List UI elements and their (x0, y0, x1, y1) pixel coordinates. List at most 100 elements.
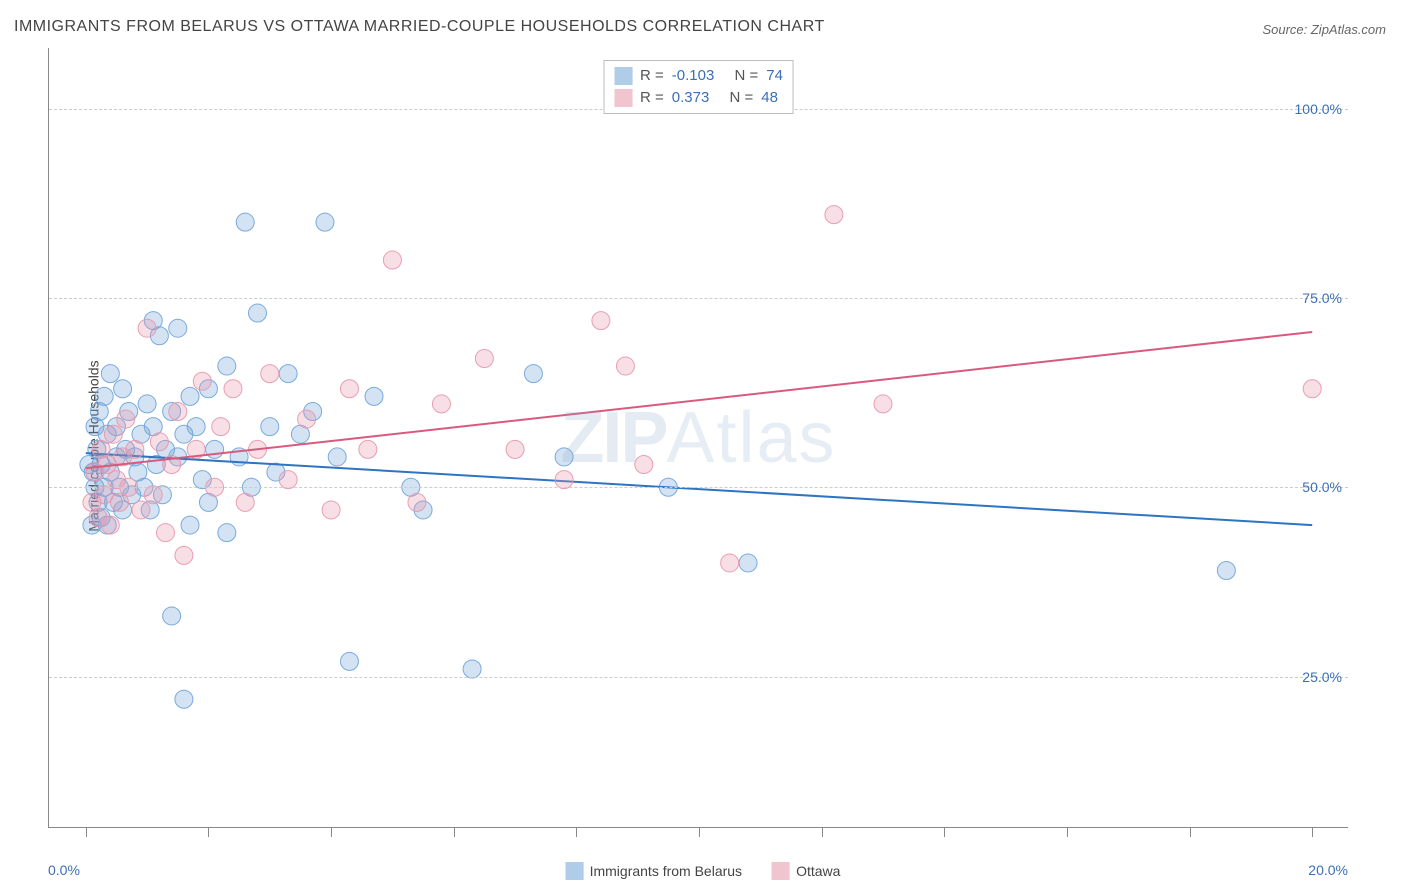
scatter-point-ottawa (322, 501, 340, 519)
x-axis-max-label: 20.0% (1308, 862, 1348, 878)
scatter-point-belarus (524, 365, 542, 383)
scatter-point-ottawa (117, 410, 135, 428)
scatter-point-belarus (218, 357, 236, 375)
scatter-point-belarus (187, 418, 205, 436)
scatter-point-belarus (340, 652, 358, 670)
legend-item-belarus: Immigrants from Belarus (566, 862, 742, 880)
plot-svg (49, 48, 1349, 828)
x-tick (576, 827, 577, 837)
scatter-point-ottawa (616, 357, 634, 375)
legend-swatch-belarus (614, 67, 632, 85)
scatter-point-belarus (169, 319, 187, 337)
scatter-point-belarus (261, 418, 279, 436)
scatter-point-ottawa (592, 312, 610, 330)
trendline-belarus (86, 453, 1312, 525)
x-tick (1312, 827, 1313, 837)
legend-label-belarus: Immigrants from Belarus (590, 863, 742, 879)
scatter-point-ottawa (261, 365, 279, 383)
legend-label-ottawa: Ottawa (796, 863, 840, 879)
x-tick (699, 827, 700, 837)
scatter-point-belarus (1217, 562, 1235, 580)
scatter-point-belarus (163, 607, 181, 625)
chart-title: IMMIGRANTS FROM BELARUS VS OTTAWA MARRIE… (14, 18, 825, 36)
legend-item-ottawa: Ottawa (772, 862, 840, 880)
x-tick (1190, 827, 1191, 837)
legend-n-value-belarus: 74 (766, 65, 783, 87)
source-attribution: Source: ZipAtlas.com (1262, 22, 1386, 37)
scatter-point-ottawa (169, 402, 187, 420)
x-tick (944, 827, 945, 837)
scatter-point-ottawa (236, 493, 254, 511)
x-tick (86, 827, 87, 837)
scatter-point-belarus (95, 387, 113, 405)
trendline-ottawa (86, 332, 1312, 468)
scatter-point-ottawa (340, 380, 358, 398)
scatter-point-belarus (181, 387, 199, 405)
y-tick-label: 50.0% (1302, 479, 1342, 495)
scatter-point-ottawa (359, 440, 377, 458)
legend-swatch-belarus (566, 862, 584, 880)
scatter-point-belarus (101, 365, 119, 383)
x-tick (454, 827, 455, 837)
scatter-point-ottawa (150, 433, 168, 451)
plot-area: ZIPAtlas R = -0.103 N = 74 R = 0.373 N =… (48, 48, 1348, 828)
source-name: ZipAtlas.com (1311, 22, 1386, 37)
scatter-point-ottawa (104, 425, 122, 443)
legend-n-value-ottawa: 48 (761, 87, 778, 109)
gridline (49, 677, 1348, 678)
scatter-point-ottawa (825, 206, 843, 224)
scatter-point-belarus (739, 554, 757, 572)
scatter-point-ottawa (383, 251, 401, 269)
scatter-point-belarus (236, 213, 254, 231)
scatter-point-belarus (181, 516, 199, 534)
scatter-point-ottawa (721, 554, 739, 572)
y-tick-label: 75.0% (1302, 290, 1342, 306)
gridline (49, 487, 1348, 488)
legend-r-label: R = (640, 87, 664, 109)
legend-swatch-ottawa (614, 89, 632, 107)
scatter-point-ottawa (101, 516, 119, 534)
legend-n-label: N = (735, 65, 759, 87)
legend-stats-box: R = -0.103 N = 74 R = 0.373 N = 48 (603, 60, 794, 114)
legend-stats-row-1: R = -0.103 N = 74 (614, 65, 783, 87)
scatter-point-belarus (175, 690, 193, 708)
scatter-point-ottawa (224, 380, 242, 398)
scatter-point-belarus (555, 448, 573, 466)
scatter-point-ottawa (475, 349, 493, 367)
scatter-point-belarus (463, 660, 481, 678)
scatter-point-ottawa (132, 501, 150, 519)
scatter-point-belarus (328, 448, 346, 466)
source-prefix: Source: (1262, 22, 1310, 37)
legend-bottom: Immigrants from Belarus Ottawa (566, 862, 841, 880)
scatter-point-belarus (218, 524, 236, 542)
scatter-point-belarus (248, 304, 266, 322)
y-tick-label: 100.0% (1295, 101, 1342, 117)
legend-r-label: R = (640, 65, 664, 87)
scatter-point-ottawa (279, 471, 297, 489)
scatter-point-ottawa (408, 493, 426, 511)
legend-stats-row-2: R = 0.373 N = 48 (614, 87, 783, 109)
scatter-point-ottawa (126, 440, 144, 458)
x-axis-min-label: 0.0% (48, 862, 80, 878)
x-tick (822, 827, 823, 837)
legend-swatch-ottawa (772, 862, 790, 880)
legend-n-label: N = (730, 87, 754, 109)
scatter-point-ottawa (298, 410, 316, 428)
scatter-point-ottawa (506, 440, 524, 458)
scatter-point-ottawa (175, 546, 193, 564)
scatter-point-ottawa (138, 319, 156, 337)
scatter-point-belarus (316, 213, 334, 231)
scatter-point-ottawa (432, 395, 450, 413)
scatter-point-belarus (279, 365, 297, 383)
x-tick (208, 827, 209, 837)
scatter-point-ottawa (555, 471, 573, 489)
gridline (49, 298, 1348, 299)
scatter-point-ottawa (212, 418, 230, 436)
legend-r-value-ottawa: 0.373 (672, 87, 710, 109)
scatter-point-ottawa (193, 372, 211, 390)
scatter-point-ottawa (874, 395, 892, 413)
x-tick (1067, 827, 1068, 837)
x-tick (331, 827, 332, 837)
y-tick-label: 25.0% (1302, 669, 1342, 685)
legend-r-value-belarus: -0.103 (672, 65, 715, 87)
